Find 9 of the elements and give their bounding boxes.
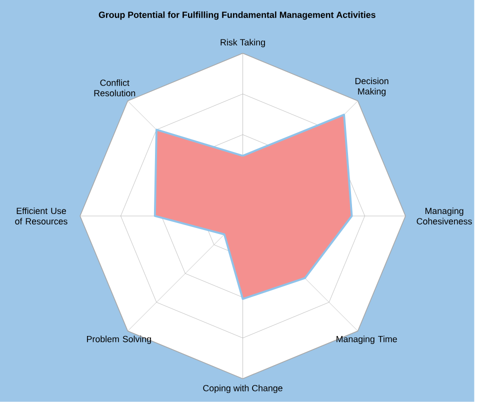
- spoke-label: Decision Making: [355, 78, 388, 96]
- spoke-label: Managing Time: [336, 336, 397, 344]
- spoke-label: Problem Solving: [87, 336, 151, 344]
- spoke-label: Coping with Change: [203, 384, 282, 394]
- spoke-label: Risk Taking: [220, 39, 265, 48]
- spoke-label: Conflict Resolution: [94, 79, 136, 96]
- chart-title: Group Potential for Fulfilling Fundamental Management Activities: [98, 12, 376, 20]
- spoke-label: Efficient Use of Resources: [15, 208, 68, 225]
- spoke-label: Managing Cohesiveness: [416, 208, 472, 225]
